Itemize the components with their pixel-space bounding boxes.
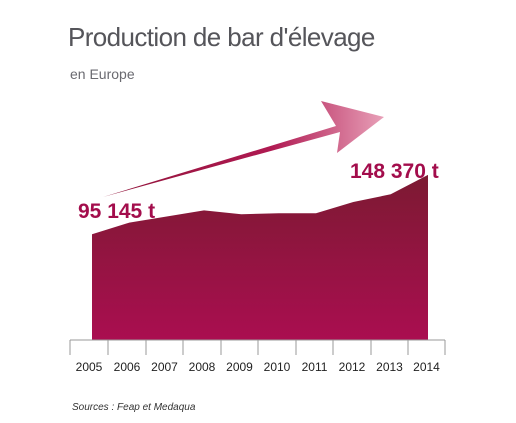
x-tick-label-2006: 2006 (114, 360, 141, 374)
x-tick-label-2009: 2009 (226, 360, 253, 374)
x-tick-label-2013: 2013 (376, 360, 403, 374)
source-note: Sources : Feap et Medaqua (72, 402, 196, 413)
x-tick-label-2010: 2010 (264, 360, 291, 374)
x-tick-label-2011: 2011 (302, 360, 328, 374)
chart-title: Production de bar d'élevage (68, 22, 375, 52)
end-value-label: 148 370 t (350, 160, 439, 183)
x-tick-label-2008: 2008 (189, 360, 216, 374)
x-tick-label-2012: 2012 (339, 360, 366, 374)
x-tick-label-2005: 2005 (76, 360, 103, 374)
x-tick-label-2014: 2014 (413, 360, 440, 374)
x-tick-label-2007: 2007 (151, 360, 178, 374)
area-series (92, 174, 428, 340)
trend-arrow (103, 101, 384, 197)
chart-subtitle: en Europe (70, 66, 135, 82)
start-value-label: 95 145 t (78, 200, 155, 223)
